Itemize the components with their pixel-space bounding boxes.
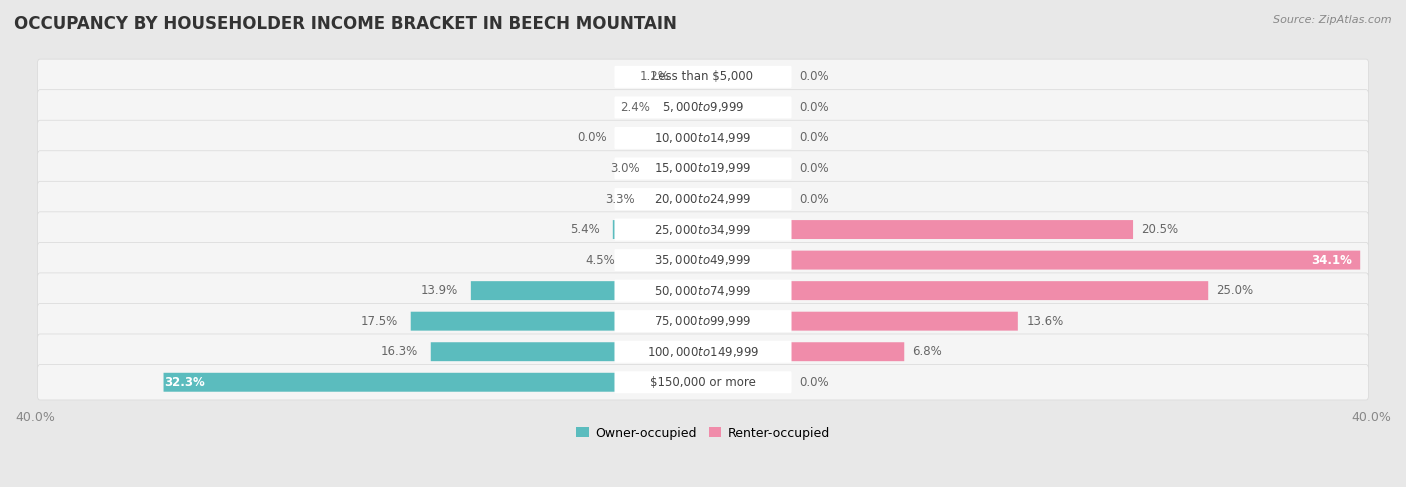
Text: 5.4%: 5.4%	[569, 223, 600, 236]
FancyBboxPatch shape	[616, 98, 662, 117]
FancyBboxPatch shape	[38, 365, 1368, 400]
Text: Source: ZipAtlas.com: Source: ZipAtlas.com	[1274, 15, 1392, 25]
FancyBboxPatch shape	[614, 249, 792, 271]
Text: 0.0%: 0.0%	[799, 131, 828, 145]
FancyBboxPatch shape	[614, 157, 792, 180]
FancyBboxPatch shape	[38, 151, 1368, 186]
Text: $50,000 to $74,999: $50,000 to $74,999	[654, 283, 752, 298]
FancyBboxPatch shape	[790, 251, 1360, 270]
FancyBboxPatch shape	[38, 90, 1368, 125]
Text: 32.3%: 32.3%	[163, 376, 204, 389]
FancyBboxPatch shape	[614, 96, 792, 118]
Text: 1.2%: 1.2%	[640, 70, 669, 83]
FancyBboxPatch shape	[614, 188, 792, 210]
Text: 0.0%: 0.0%	[799, 70, 828, 83]
Text: 0.0%: 0.0%	[799, 101, 828, 114]
Text: Less than $5,000: Less than $5,000	[652, 70, 754, 83]
FancyBboxPatch shape	[38, 334, 1368, 370]
FancyBboxPatch shape	[471, 281, 616, 300]
Text: OCCUPANCY BY HOUSEHOLDER INCOME BRACKET IN BEECH MOUNTAIN: OCCUPANCY BY HOUSEHOLDER INCOME BRACKET …	[14, 15, 676, 33]
Text: 3.3%: 3.3%	[605, 192, 634, 206]
FancyBboxPatch shape	[790, 312, 1018, 331]
Text: $75,000 to $99,999: $75,000 to $99,999	[654, 314, 752, 328]
Legend: Owner-occupied, Renter-occupied: Owner-occupied, Renter-occupied	[571, 422, 835, 445]
Text: $15,000 to $19,999: $15,000 to $19,999	[654, 162, 752, 175]
Text: 20.5%: 20.5%	[1142, 223, 1178, 236]
Text: 2.4%: 2.4%	[620, 101, 650, 114]
Text: $35,000 to $49,999: $35,000 to $49,999	[654, 253, 752, 267]
Text: 0.0%: 0.0%	[799, 162, 828, 175]
FancyBboxPatch shape	[790, 281, 1208, 300]
Text: $100,000 to $149,999: $100,000 to $149,999	[647, 345, 759, 359]
Text: 0.0%: 0.0%	[799, 192, 828, 206]
Text: $20,000 to $24,999: $20,000 to $24,999	[654, 192, 752, 206]
FancyBboxPatch shape	[38, 181, 1368, 217]
Text: 16.3%: 16.3%	[381, 345, 418, 358]
FancyBboxPatch shape	[614, 280, 792, 301]
Text: 0.0%: 0.0%	[578, 131, 607, 145]
FancyBboxPatch shape	[790, 220, 1133, 239]
FancyBboxPatch shape	[616, 251, 628, 270]
FancyBboxPatch shape	[430, 342, 616, 361]
FancyBboxPatch shape	[616, 189, 648, 208]
Text: 13.6%: 13.6%	[1026, 315, 1063, 328]
Text: 25.0%: 25.0%	[1216, 284, 1254, 297]
FancyBboxPatch shape	[614, 66, 792, 88]
FancyBboxPatch shape	[163, 373, 616, 392]
FancyBboxPatch shape	[38, 303, 1368, 339]
Text: 3.0%: 3.0%	[610, 162, 640, 175]
FancyBboxPatch shape	[614, 127, 792, 149]
Text: 34.1%: 34.1%	[1310, 254, 1351, 266]
FancyBboxPatch shape	[614, 341, 792, 363]
FancyBboxPatch shape	[38, 273, 1368, 308]
FancyBboxPatch shape	[616, 67, 683, 86]
Text: 4.5%: 4.5%	[585, 254, 614, 266]
FancyBboxPatch shape	[613, 220, 616, 239]
FancyBboxPatch shape	[616, 159, 652, 178]
FancyBboxPatch shape	[614, 310, 792, 332]
FancyBboxPatch shape	[614, 371, 792, 393]
FancyBboxPatch shape	[614, 219, 792, 241]
FancyBboxPatch shape	[38, 243, 1368, 278]
Text: $150,000 or more: $150,000 or more	[650, 376, 756, 389]
FancyBboxPatch shape	[38, 59, 1368, 94]
Text: 0.0%: 0.0%	[799, 376, 828, 389]
Text: $25,000 to $34,999: $25,000 to $34,999	[654, 223, 752, 237]
Text: $10,000 to $14,999: $10,000 to $14,999	[654, 131, 752, 145]
FancyBboxPatch shape	[38, 212, 1368, 247]
Text: 13.9%: 13.9%	[420, 284, 458, 297]
FancyBboxPatch shape	[38, 120, 1368, 156]
FancyBboxPatch shape	[411, 312, 616, 331]
FancyBboxPatch shape	[790, 342, 904, 361]
Text: $5,000 to $9,999: $5,000 to $9,999	[662, 100, 744, 114]
Text: 17.5%: 17.5%	[360, 315, 398, 328]
Text: 6.8%: 6.8%	[912, 345, 942, 358]
